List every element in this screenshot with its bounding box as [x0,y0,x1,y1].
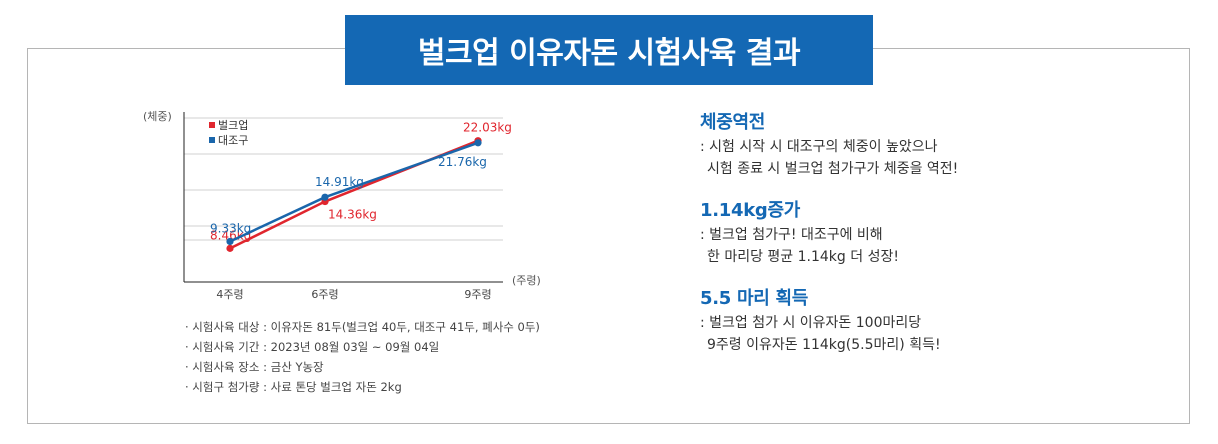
note-line: · 시험구 첨가량 : 사료 톤당 벌크업 자돈 2kg [185,380,402,394]
data-point [226,237,234,246]
x-axis-label: (주령) [512,274,541,287]
result-heading: 체중역전 [700,112,766,133]
legend-swatch-control [209,137,215,143]
data-label: 9.33kg [210,221,251,235]
weight-line-chart: (체중) (주령) 4주령 6주령 9주령 벌크업 대조구 8.46kg 14.3… [143,110,541,301]
result-weight-reversal: 체중역전 : 시험 시작 시 대조구의 체중이 높았으나 시험 종료 시 벌크업… [700,108,1160,180]
legend-label-control: 대조구 [218,134,248,147]
result-line: 시험 종료 시 벌크업 첨가구가 체중을 역전! [707,161,959,177]
legend-label-bulkup: 벌크업 [218,119,248,132]
data-point [321,193,329,201]
data-label: 22.03kg [463,121,512,135]
data-label: 8.46kg [210,228,251,242]
result-head-gain: 5.5 마리 획득 : 벌크업 첨가 시 이유자돈 100마리당 9주령 이유자… [700,284,1160,356]
legend-swatch-bulkup [209,122,215,128]
x-tick-label: 9주령 [464,288,491,301]
test-notes: · 시험사육 대상 : 이유자돈 81두(벌크업 40두, 대조구 41두, 폐… [185,317,540,397]
result-weight-gain: 1.14kg증가 : 벌크업 첨가구! 대조구에 비해 한 마리당 평균 1.1… [700,196,1160,268]
result-line: : 시험 시작 시 대조구의 체중이 높았으나 [700,139,938,155]
y-axis-label: (체중) [143,110,172,123]
note-line: · 시험사육 기간 : 2023년 08월 03일 ~ 09월 04일 [185,340,440,354]
result-line: : 벌크업 첨가 시 이유자돈 100마리당 [700,315,922,331]
note-line: · 시험사육 장소 : 금산 Y농장 [185,360,324,374]
result-heading: 1.14kg증가 [700,200,800,221]
x-tick-label: 4주령 [216,288,243,301]
note-line: · 시험사육 대상 : 이유자돈 81두(벌크업 40두, 대조구 41두, 폐… [185,320,540,334]
result-heading: 5.5 마리 획득 [700,288,808,309]
result-line: : 벌크업 첨가구! 대조구에 비해 [700,227,883,243]
page-title: 벌크업 이유자돈 시험사육 결과 [417,36,801,71]
data-label: 14.36kg [328,208,377,222]
data-point [474,139,482,147]
data-label: 14.91kg [315,175,364,189]
result-line: 9주령 이유자돈 114kg(5.5마리) 획득! [707,337,941,353]
x-tick-label: 6주령 [311,288,338,301]
results-panel: 체중역전 : 시험 시작 시 대조구의 체중이 높았으나 시험 종료 시 벌크업… [700,108,1160,372]
data-label: 21.76kg [438,155,487,169]
result-line: 한 마리당 평균 1.14kg 더 성장! [707,249,899,265]
title-banner: 벌크업 이유자돈 시험사육 결과 [345,15,873,85]
data-point [226,244,234,252]
